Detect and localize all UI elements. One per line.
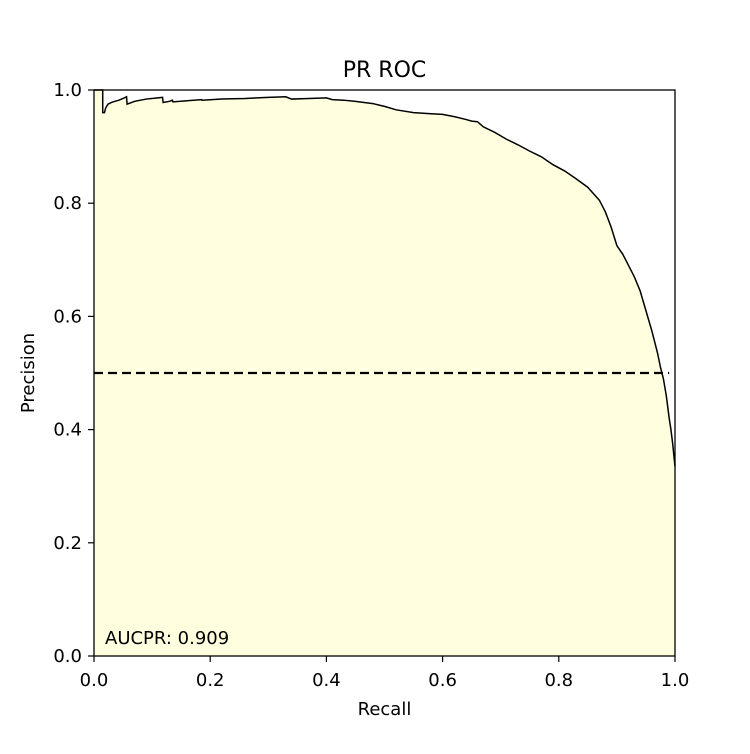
x-tick-label: 0.8	[544, 670, 573, 691]
y-tick-label: 0.4	[53, 420, 82, 441]
plot-frame	[93, 89, 676, 657]
plot-layer	[94, 89, 676, 656]
y-tick-label: 0.2	[53, 533, 82, 554]
pr-curve-line	[94, 89, 676, 467]
y-tick-label: 0.6	[53, 306, 82, 327]
x-tick-label: 0.0	[80, 670, 109, 691]
aucpr-annotation: AUCPR: 0.909	[105, 628, 229, 649]
x-tick-label: 0.6	[428, 670, 457, 691]
tick-layer: 0.0 0.2 0.4 0.6 0.8 1.0 0.0 0.2 0.4 0.6 0.8 1.0	[53, 80, 689, 691]
x-axis-label: Recall	[358, 699, 412, 720]
pr-curve-area	[94, 90, 675, 656]
y-tick-label: 0.8	[53, 193, 82, 214]
y-tick-label: 0.0	[53, 646, 82, 667]
y-tick-label: 1.0	[53, 80, 82, 101]
chart-title: PR ROC	[343, 58, 427, 83]
y-axis-label: Precision	[18, 333, 39, 413]
x-tick-label: 1.0	[661, 670, 690, 691]
x-tick-label: 0.4	[312, 670, 341, 691]
x-tick-label: 0.2	[196, 670, 225, 691]
